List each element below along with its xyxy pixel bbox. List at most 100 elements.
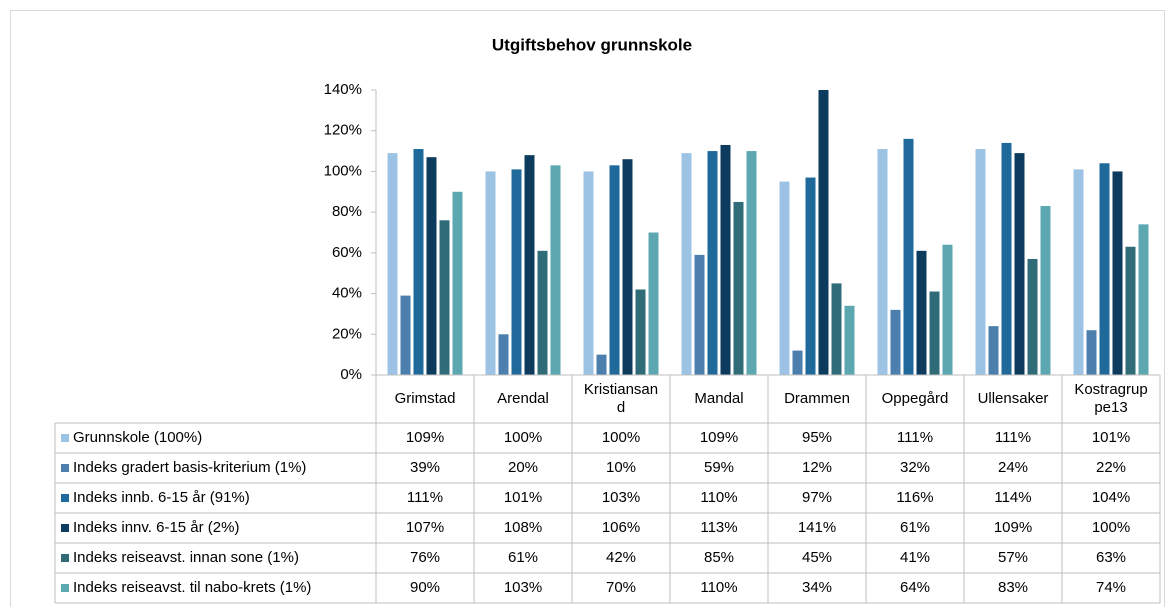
category-label: Ullensaker xyxy=(964,375,1062,423)
table-value: 61% xyxy=(508,549,538,566)
y-tick-label: 80% xyxy=(332,203,362,220)
bar xyxy=(903,138,914,375)
table-value: 103% xyxy=(602,489,640,506)
legend-label: Indeks reiseavst. innan sone (1%) xyxy=(73,549,299,566)
bar xyxy=(942,244,953,375)
bar xyxy=(681,153,692,375)
bar xyxy=(1099,163,1110,375)
bar xyxy=(622,159,633,375)
bar xyxy=(1014,153,1025,375)
table-value: 109% xyxy=(700,429,738,446)
table-value: 39% xyxy=(410,459,440,476)
table-value: 76% xyxy=(410,549,440,566)
legend-label: Grunnskole (100%) xyxy=(73,429,202,446)
legend-key xyxy=(61,554,69,562)
category-text: Mandal xyxy=(694,390,744,407)
bar xyxy=(485,171,496,375)
table-value: 63% xyxy=(1096,549,1126,566)
table-value: 100% xyxy=(602,429,640,446)
bar xyxy=(498,334,509,375)
bar xyxy=(524,155,535,375)
legend-key xyxy=(61,434,69,442)
y-tick-label: 60% xyxy=(332,244,362,261)
category-label: Kristiansand xyxy=(572,375,670,423)
category-text: Kristiansand xyxy=(583,381,659,416)
table-value: 83% xyxy=(998,579,1028,596)
legend-key xyxy=(61,494,69,502)
bar xyxy=(387,153,398,375)
legend-label: Indeks gradert basis-kriterium (1%) xyxy=(73,459,306,476)
y-tick-label: 100% xyxy=(324,162,362,179)
table-value: 106% xyxy=(602,519,640,536)
table-value: 45% xyxy=(802,549,832,566)
bar xyxy=(916,250,927,375)
table-value: 100% xyxy=(504,429,542,446)
bar xyxy=(975,149,986,375)
bar xyxy=(890,309,901,375)
table-value: 59% xyxy=(704,459,734,476)
bar xyxy=(1112,171,1123,375)
table-value: 10% xyxy=(606,459,636,476)
bar xyxy=(596,354,607,375)
table-value: 101% xyxy=(1092,429,1130,446)
bar xyxy=(1086,330,1097,375)
bar xyxy=(733,201,744,375)
bar xyxy=(805,177,816,375)
bar xyxy=(426,157,437,375)
table-value: 141% xyxy=(798,519,836,536)
table-value: 22% xyxy=(1096,459,1126,476)
table-value: 110% xyxy=(700,489,737,506)
bar xyxy=(779,181,790,375)
y-tick-label: 120% xyxy=(324,122,362,139)
table-value: 104% xyxy=(1092,489,1130,506)
table-value: 111% xyxy=(995,429,1031,446)
y-tick-label: 140% xyxy=(324,81,362,98)
bar xyxy=(400,295,411,375)
legend-label: Indeks innb. 6-15 år (91%) xyxy=(73,489,250,506)
chart-border xyxy=(10,10,1165,607)
bar xyxy=(452,191,463,375)
table-value: 90% xyxy=(410,579,440,596)
table-value: 85% xyxy=(704,549,734,566)
category-text: Drammen xyxy=(784,390,850,407)
table-value: 41% xyxy=(900,549,930,566)
bar xyxy=(792,350,803,375)
bar xyxy=(511,169,522,375)
category-text: Arendal xyxy=(497,390,549,407)
bar xyxy=(550,165,561,375)
table-value: 114% xyxy=(994,489,1031,506)
table-value: 103% xyxy=(504,579,542,596)
bar xyxy=(929,291,940,375)
table-value: 42% xyxy=(606,549,636,566)
bar xyxy=(537,250,548,375)
bar xyxy=(707,151,718,375)
bar xyxy=(1138,224,1149,375)
table-value: 111% xyxy=(407,489,443,506)
bar xyxy=(746,151,757,375)
bar xyxy=(1125,246,1136,375)
legend-key xyxy=(61,524,69,532)
table-value: 34% xyxy=(802,579,832,596)
table-value: 95% xyxy=(802,429,832,446)
category-label: Mandal xyxy=(670,375,768,423)
table-value: 113% xyxy=(700,519,737,536)
bar xyxy=(609,165,620,375)
category-label: Drammen xyxy=(768,375,866,423)
table-value: 100% xyxy=(1092,519,1130,536)
table-value: 107% xyxy=(406,519,444,536)
category-text: Kostragruppe13 xyxy=(1074,381,1148,416)
table-value: 20% xyxy=(508,459,538,476)
table-value: 32% xyxy=(900,459,930,476)
y-tick-label: 20% xyxy=(332,325,362,342)
table-value: 97% xyxy=(802,489,832,506)
bar xyxy=(694,254,705,375)
bar xyxy=(635,289,646,375)
y-tick-label: 40% xyxy=(332,285,362,302)
bar xyxy=(844,305,855,375)
table-value: 24% xyxy=(998,459,1028,476)
y-tick-label: 0% xyxy=(340,366,362,383)
table-value: 116% xyxy=(896,489,933,506)
table-value: 12% xyxy=(802,459,832,476)
bar xyxy=(818,90,829,375)
